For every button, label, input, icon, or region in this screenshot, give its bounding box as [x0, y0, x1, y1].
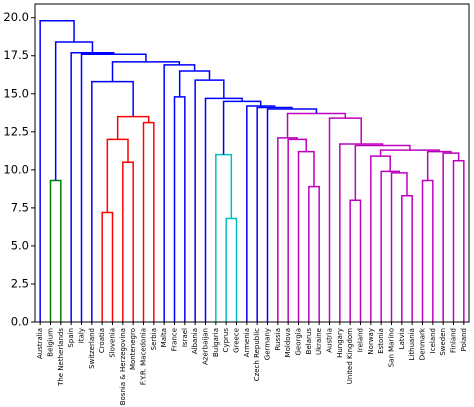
leaf-label: Sweden — [439, 328, 447, 356]
leaf-label: Azerbaijan — [202, 328, 210, 365]
leaf-label: Montenegro — [129, 328, 137, 370]
leaf-label: Norway — [367, 328, 375, 355]
link — [286, 112, 347, 138]
y-tick-label: 17.5 — [3, 48, 29, 62]
link — [222, 100, 262, 155]
leaf-label: Belarus — [305, 328, 313, 355]
plot — [39, 19, 465, 322]
leaf-label: Australia — [36, 328, 44, 359]
leaf-label: Finland — [450, 328, 458, 353]
link — [390, 172, 408, 322]
leaf-label: Germany — [264, 328, 272, 360]
link — [266, 108, 318, 322]
y-tick-label: 10.0 — [3, 162, 29, 176]
leaf-label: Cyprus — [222, 328, 230, 353]
link — [426, 150, 452, 181]
link — [380, 170, 400, 322]
link — [421, 179, 434, 322]
leaf-label: Iceland — [429, 328, 437, 353]
leaf-label: Ireland — [357, 328, 365, 352]
link — [49, 179, 62, 322]
link — [256, 106, 293, 322]
link — [178, 70, 211, 97]
leaf-label: Israel — [181, 328, 189, 347]
leaf-label: Poland — [460, 328, 468, 351]
link — [39, 19, 75, 322]
leaf-label: Belgium — [47, 328, 55, 357]
leaf-label: Estonia — [377, 328, 385, 354]
leaf-label: Croatia — [98, 328, 106, 353]
leaf-label: Hungary — [336, 328, 344, 358]
leaf-label: Malta — [160, 328, 168, 347]
link — [70, 51, 115, 322]
leaf-label: Lithuania — [408, 328, 416, 360]
leaf-label: The Netherlands — [57, 328, 65, 387]
link — [91, 80, 134, 322]
link — [194, 79, 225, 322]
y-tick-label: 15.0 — [3, 86, 29, 100]
link — [308, 185, 320, 322]
y-tick-label: 5.0 — [11, 238, 29, 252]
y-tick-label: 7.5 — [11, 200, 29, 214]
leaf-label: France — [171, 328, 179, 351]
axes-frame — [34, 3, 470, 323]
leaf-label: Ukraine — [315, 328, 323, 355]
leaf-label: Russia — [274, 328, 282, 351]
leaf-label: Austria — [326, 328, 334, 353]
link — [379, 149, 441, 157]
leaf-label: Bulgaria — [212, 328, 220, 357]
y-tick-label: 0.0 — [11, 315, 29, 329]
leaf-label: Bosnia & Herzegovina — [119, 328, 127, 405]
link — [277, 137, 298, 322]
leaf-label: Latvia — [398, 328, 406, 349]
leaf-label: Armenia — [243, 328, 251, 357]
leaf-label: F.Y.R. Macedonia — [140, 328, 148, 385]
leaf-label: Georgia — [295, 328, 303, 355]
link — [142, 121, 155, 322]
link — [215, 153, 233, 322]
link — [122, 161, 134, 322]
leaf-label: Greece — [233, 328, 241, 353]
link — [54, 41, 94, 181]
leaf-label: Moldova — [284, 328, 292, 357]
link — [101, 211, 114, 322]
leaf-label: Slovenia — [109, 328, 117, 358]
leaf-label: Serbia — [150, 328, 158, 350]
y-tick-label: 12.5 — [3, 124, 29, 138]
leaf-label: Switzerland — [88, 328, 96, 369]
leaf-label: Czech Republic — [253, 328, 261, 381]
leaf-label: San Marino — [388, 328, 396, 367]
y-tick-label: 2.5 — [11, 276, 29, 290]
leaf-label: Spain — [67, 328, 75, 348]
leaf-label: Albania — [191, 328, 199, 354]
link — [297, 150, 315, 322]
link — [111, 61, 181, 82]
y-tick-label: 20.0 — [3, 10, 29, 24]
link — [339, 143, 384, 322]
leaf-label: United Kingdom — [346, 328, 354, 384]
link — [163, 64, 196, 322]
link — [106, 138, 129, 213]
leaf-label: Italy — [78, 328, 86, 343]
link — [452, 159, 465, 322]
link — [349, 199, 362, 322]
link — [225, 217, 238, 322]
leaf-label: Denmark — [419, 327, 427, 360]
link — [173, 96, 186, 322]
link — [287, 138, 307, 322]
link — [401, 194, 413, 322]
link — [246, 105, 276, 322]
link — [442, 152, 460, 322]
link — [328, 117, 362, 322]
